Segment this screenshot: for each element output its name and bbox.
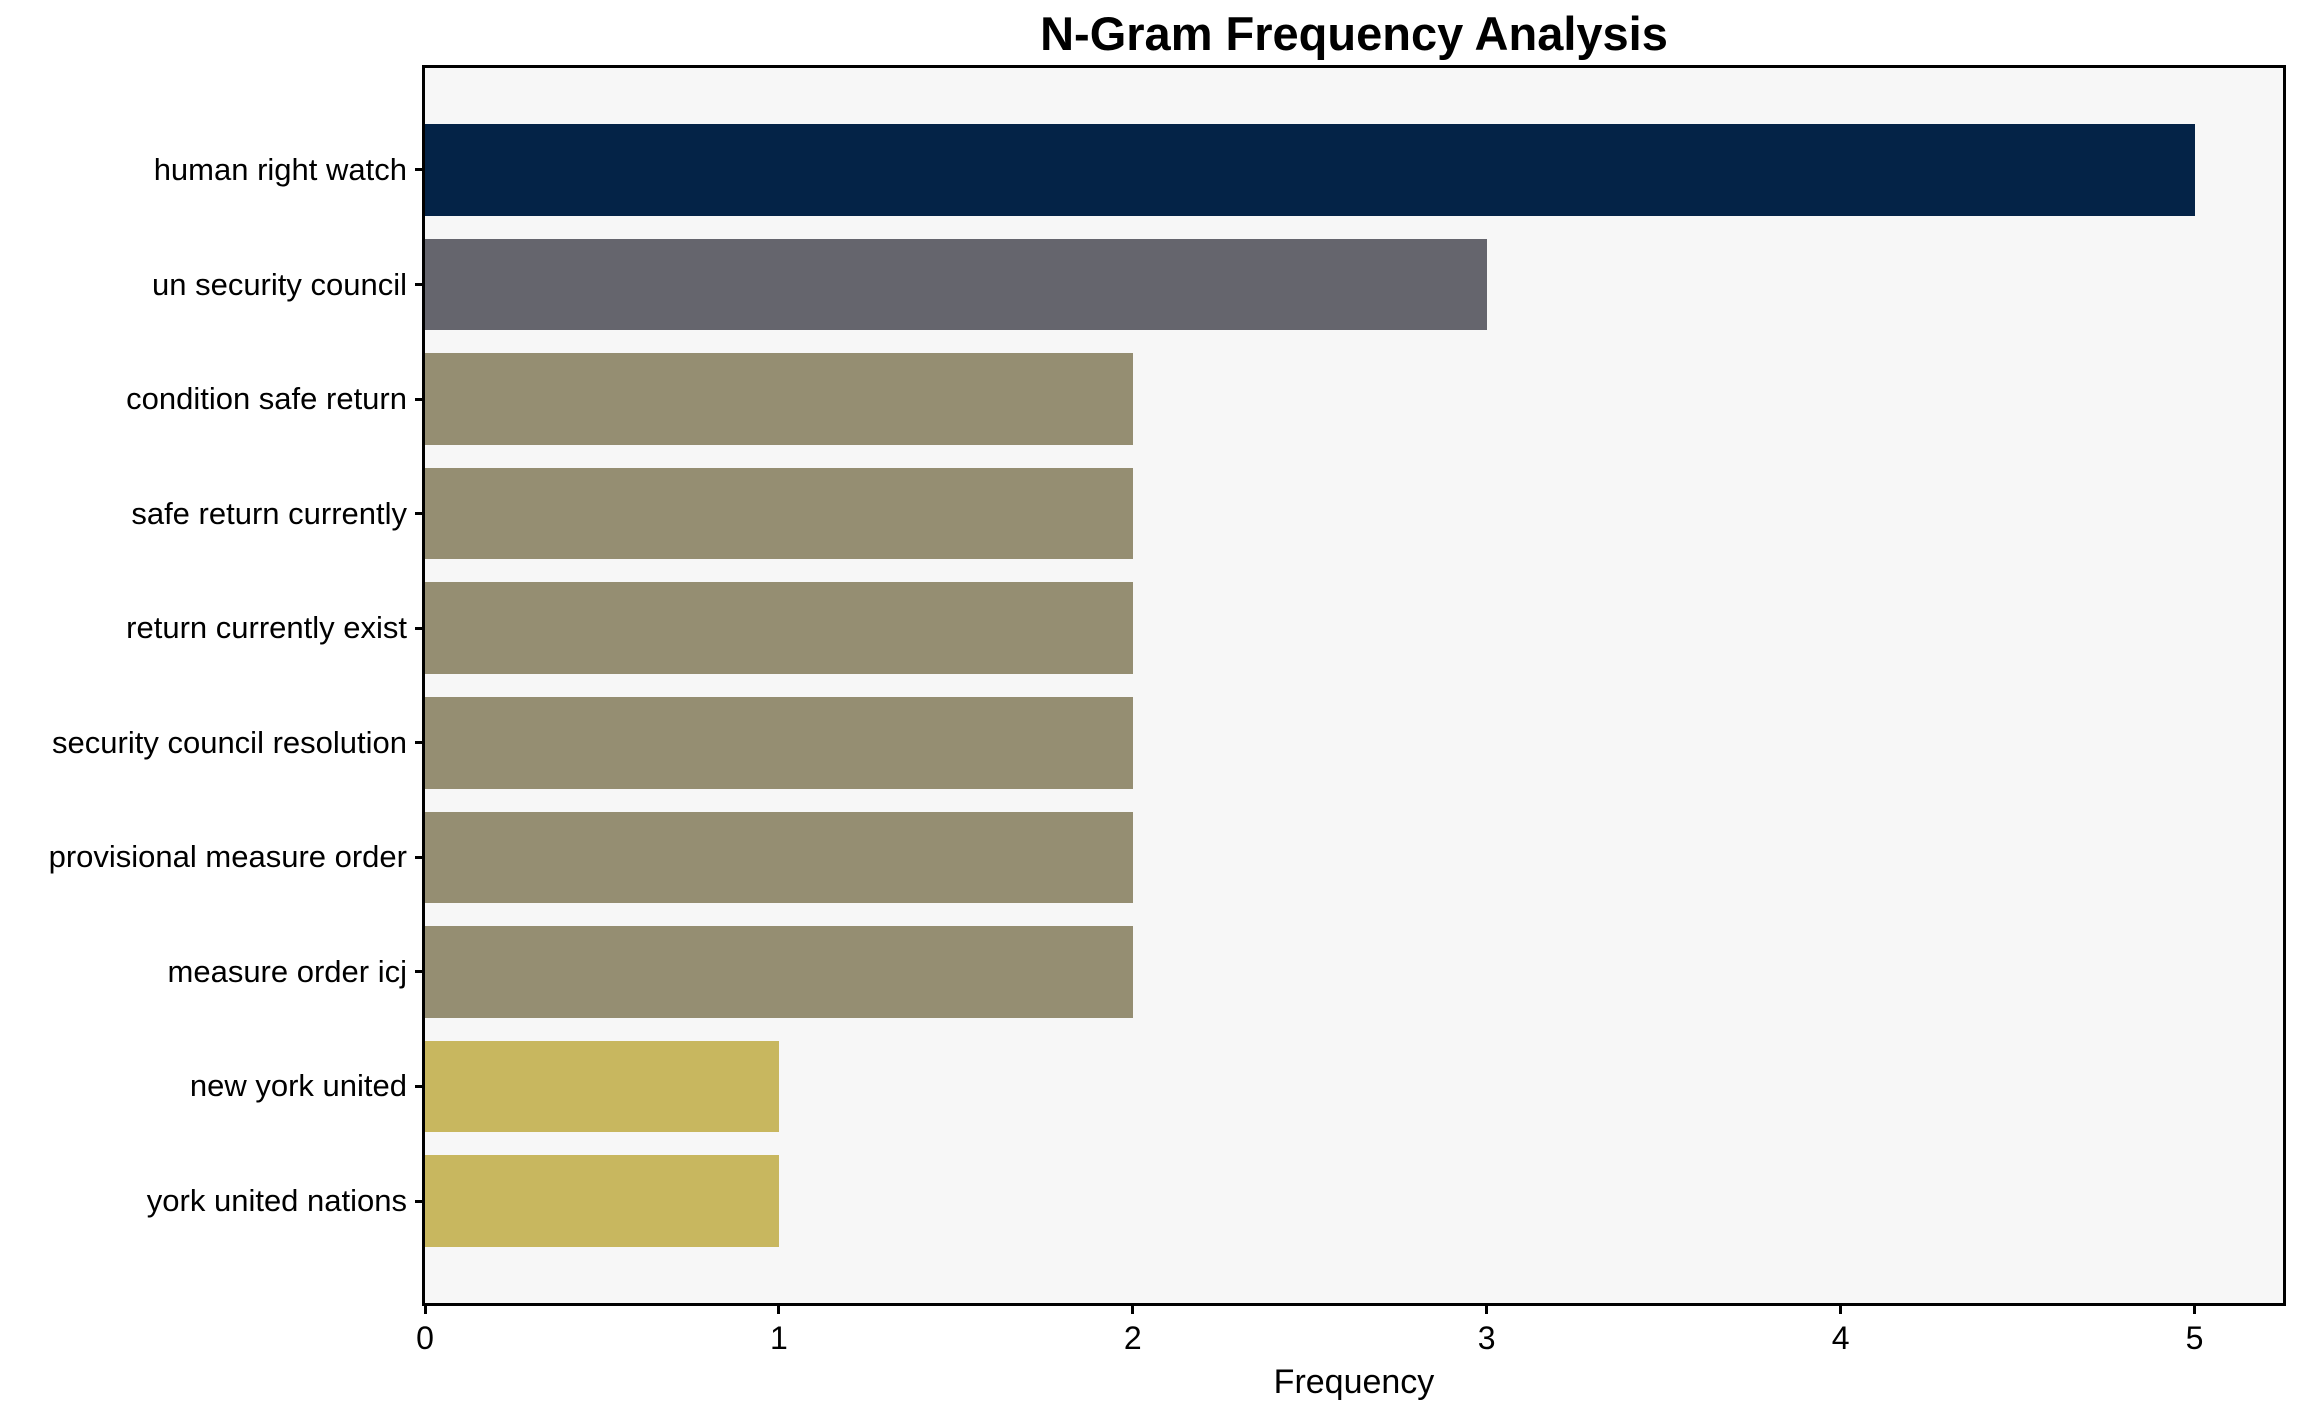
y-tick [415,855,425,859]
y-tick [415,1084,425,1088]
y-tick [415,512,425,516]
bar [425,124,2195,216]
y-tick [415,1199,425,1203]
bar [425,1155,779,1247]
y-category-label: new york united [189,1068,407,1104]
y-category-label: measure order icj [167,953,407,989]
x-tick-label: 2 [1123,1320,1142,1356]
y-category-label: return currently exist [126,610,407,646]
y-category-label: safe return currently [131,495,407,531]
y-tick [415,397,425,401]
bar [425,811,1133,904]
x-tick-label: 0 [416,1320,434,1356]
bar [425,467,1133,560]
y-category-label: human right watch [153,151,407,187]
bar [425,353,1133,445]
bar [425,926,1133,1018]
bar [425,696,1133,789]
x-tick [423,1303,427,1314]
x-tick [1131,1303,1135,1314]
y-category-label: provisional measure order [48,839,407,875]
y-tick [415,970,425,974]
x-tick-label: 1 [769,1320,788,1356]
chart-title: N-Gram Frequency Analysis [1040,7,1668,60]
y-tick [415,283,425,287]
x-tick-label: 5 [2185,1320,2204,1356]
y-tick [415,626,425,630]
y-tick [415,741,425,745]
bar [425,1040,779,1133]
y-category-label: york united nations [146,1183,407,1219]
x-tick-label: 3 [1477,1320,1496,1356]
bar [425,238,1487,331]
x-tick [1839,1303,1843,1314]
y-category-label: security council resolution [52,724,407,760]
x-tick-label: 4 [1831,1320,1850,1356]
x-tick [777,1303,781,1314]
y-category-label: condition safe return [126,381,407,417]
y-category-label: un security council [151,266,407,302]
bar [425,582,1133,675]
y-tick [415,168,425,172]
x-axis-label: Frequency [1273,1363,1435,1401]
x-tick [2193,1303,2197,1314]
plot-area [422,65,2286,1306]
x-tick [1485,1303,1489,1314]
